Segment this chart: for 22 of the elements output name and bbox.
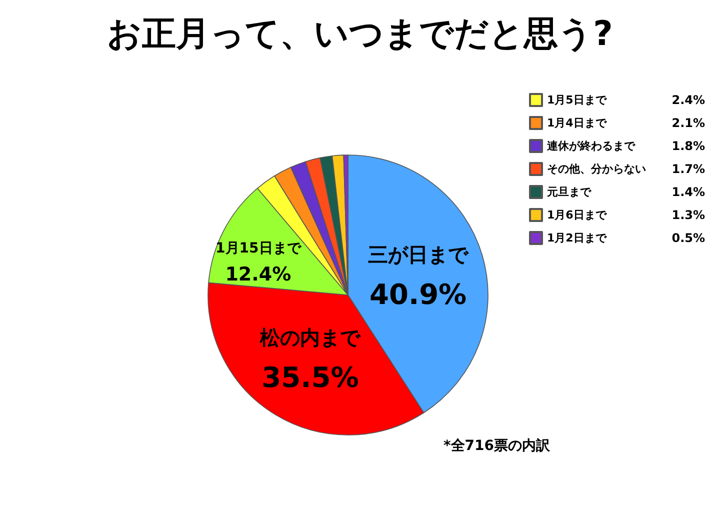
legend-label: その他、分からない (547, 162, 646, 176)
legend-label: 1月5日まで (547, 94, 608, 106)
data-label: 35.5% (262, 360, 359, 394)
slice-label: 三が日まで (368, 242, 470, 266)
slice-label: 1月15日まで (216, 240, 302, 256)
chart-title: お正月って、いつまでだと思う? (107, 14, 613, 54)
legend-label: 1月6日まで (547, 208, 608, 222)
data-label: 40.9% (369, 278, 467, 311)
data-label: 1.4% (672, 185, 705, 199)
data-label: 1.8% (672, 139, 705, 153)
data-label: 0.5% (672, 231, 705, 245)
legend-label: 1月2日まで (547, 232, 608, 244)
data-label: 1.3% (672, 208, 705, 222)
data-label: 2.1% (672, 116, 705, 130)
legend-label: 元旦まで (546, 186, 592, 198)
legend-label: 連休が終わるまで (546, 140, 636, 152)
legend-label: 1月4日まで (547, 116, 608, 130)
data-label: 1.7% (672, 162, 705, 176)
data-label: 2.4% (672, 93, 705, 107)
text: *全716票の内訳 (443, 438, 551, 454)
data-label: 12.4% (225, 263, 292, 286)
slice-label: 松の内まで (259, 325, 362, 350)
